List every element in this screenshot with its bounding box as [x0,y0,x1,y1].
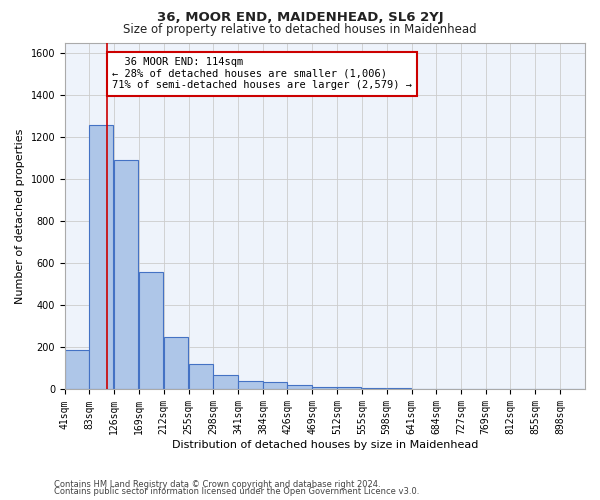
Bar [387,388,411,390]
Text: 36, MOOR END, MAIDENHEAD, SL6 2YJ: 36, MOOR END, MAIDENHEAD, SL6 2YJ [157,11,443,24]
Bar [139,272,163,390]
Bar [412,388,436,390]
Text: Size of property relative to detached houses in Maidenhead: Size of property relative to detached ho… [123,22,477,36]
Bar [164,337,188,390]
Bar [214,375,238,390]
Bar [263,382,287,390]
Bar [89,124,113,390]
Bar [337,387,361,390]
Bar [312,386,337,390]
Text: Contains HM Land Registry data © Crown copyright and database right 2024.: Contains HM Land Registry data © Crown c… [54,480,380,489]
Bar [65,350,89,390]
Bar [238,381,263,390]
Text: 36 MOOR END: 114sqm
← 28% of detached houses are smaller (1,006)
71% of semi-det: 36 MOOR END: 114sqm ← 28% of detached ho… [112,57,412,90]
Bar [287,386,311,390]
Text: Contains public sector information licensed under the Open Government Licence v3: Contains public sector information licen… [54,487,419,496]
Bar [114,160,138,390]
Y-axis label: Number of detached properties: Number of detached properties [15,128,25,304]
X-axis label: Distribution of detached houses by size in Maidenhead: Distribution of detached houses by size … [172,440,478,450]
Bar [188,364,213,390]
Bar [362,388,386,390]
Bar [436,389,461,390]
